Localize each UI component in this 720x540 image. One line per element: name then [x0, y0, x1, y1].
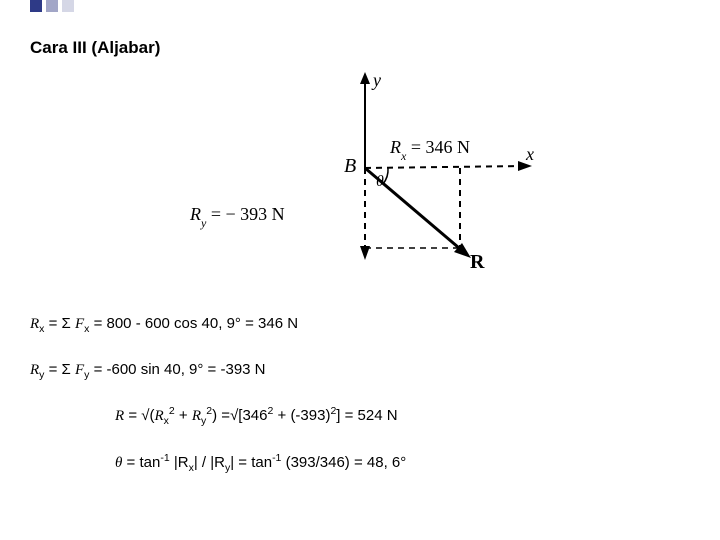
eq-text: | = tan — [230, 454, 272, 471]
eq-var: R — [115, 408, 124, 424]
theta-label: θ — [376, 173, 384, 190]
deco-square-1 — [30, 0, 42, 12]
eq-var: F — [75, 316, 84, 332]
eq-sup: -1 — [160, 452, 169, 464]
eq-var: R — [30, 362, 39, 378]
sigma-symbol: Σ — [62, 361, 71, 378]
eq-text: = √( — [124, 407, 154, 424]
eq-text: + (-393) — [273, 407, 330, 424]
vector-diagram: y x B θ Rx = 346 N Ry = − 393 N R — [30, 68, 690, 283]
eq-sub: x — [39, 323, 44, 335]
deco-square-3 — [62, 0, 74, 12]
equation-rx: Rx = Σ Fx = 800 - 600 cos 40, 9° = 346 N — [30, 313, 690, 337]
equation-theta: θ = tan-1 |Rx| / |Ry| = tan-1 (393/346) … — [115, 451, 690, 476]
eq-body: = 800 - 600 cos 40, 9° = 346 N — [89, 315, 298, 332]
equation-magnitude: R = √(Rx2 + Ry2) =√[3462 + (-393)2] = 52… — [115, 404, 690, 429]
equation-ry: Ry = Σ Fy = -600 sin 40, 9° = -393 N — [30, 359, 690, 383]
eq-sub: y — [39, 369, 44, 381]
eq-text: = tan — [122, 454, 160, 471]
eq-var: F — [75, 362, 84, 378]
eq-var: R — [192, 408, 201, 424]
deco-square-2 — [46, 0, 58, 12]
eq-sup: -1 — [272, 452, 281, 464]
eq-text: ] = 524 N — [336, 407, 397, 424]
y-axis-label: y — [371, 70, 381, 90]
eq-text: + — [175, 407, 192, 424]
sigma-symbol: Σ — [62, 315, 71, 332]
slide-decoration — [30, 0, 100, 14]
equation-block: Rx = Σ Fx = 800 - 600 cos 40, 9° = 346 N… — [30, 313, 690, 476]
eq-var: R — [155, 408, 164, 424]
eq-var: R — [30, 316, 39, 332]
x-axis-label: x — [525, 144, 534, 164]
resultant-label: R — [470, 251, 485, 273]
eq-text: |R — [170, 454, 189, 471]
eq-text: (393/346) = 48, 6° — [281, 454, 406, 471]
eq-text: | / |R — [194, 454, 225, 471]
force-diagram-svg: y x B θ Rx = 346 N Ry = − 393 N R — [170, 68, 550, 278]
origin-label: B — [344, 155, 356, 177]
eq-body: = -600 sin 40, 9° = -393 N — [89, 361, 265, 378]
rx-label: Rx = 346 N — [389, 137, 470, 163]
ry-label: Ry = − 393 N — [189, 204, 285, 230]
eq-text: ) =√[346 — [212, 407, 267, 424]
section-heading: Cara III (Aljabar) — [30, 38, 690, 58]
